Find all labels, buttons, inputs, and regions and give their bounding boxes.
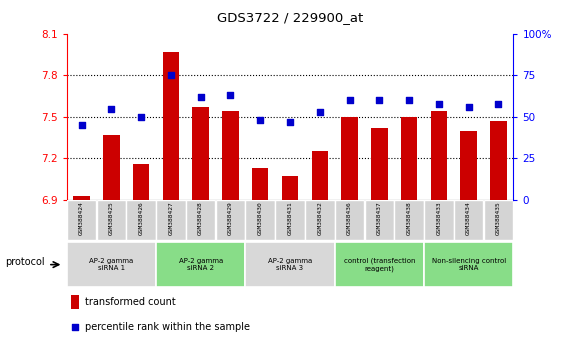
Point [404,97,414,103]
Bar [276,200,304,240]
Point [285,119,295,125]
Bar [163,52,179,200]
Bar [424,242,513,287]
Bar [126,200,156,240]
Point [345,97,354,103]
Text: GSM388433: GSM388433 [436,202,441,235]
Text: GSM388425: GSM388425 [109,202,114,235]
Point [107,105,116,111]
Text: GSM388424: GSM388424 [79,202,84,235]
Bar [245,242,335,287]
Text: GSM388430: GSM388430 [258,202,263,235]
Bar [424,200,454,240]
Point [464,104,473,110]
Bar [401,117,417,200]
Bar [71,295,79,309]
Text: AP-2 gamma
siRNA 3: AP-2 gamma siRNA 3 [268,258,312,272]
Text: transformed count: transformed count [85,297,175,307]
Text: control (transfection
reagent): control (transfection reagent) [343,257,415,272]
Bar [97,200,126,240]
Bar [74,196,90,200]
Text: GSM388431: GSM388431 [288,202,292,235]
Point [375,97,384,103]
Bar [156,200,186,240]
Bar [216,200,245,240]
Text: GDS3722 / 229900_at: GDS3722 / 229900_at [217,11,363,24]
Point [166,73,176,78]
Point [136,114,146,120]
Bar [67,200,96,240]
Text: GSM388436: GSM388436 [347,202,352,235]
Text: Non-silencing control
siRNA: Non-silencing control siRNA [432,258,506,272]
Text: GSM388438: GSM388438 [407,202,412,235]
Bar [484,200,513,240]
Bar [431,111,447,200]
Text: AP-2 gamma
siRNA 2: AP-2 gamma siRNA 2 [179,258,223,272]
Bar [103,135,119,200]
Bar [342,117,358,200]
Text: AP-2 gamma
siRNA 1: AP-2 gamma siRNA 1 [89,258,133,272]
Text: GSM388427: GSM388427 [168,202,173,235]
Text: GSM388428: GSM388428 [198,202,203,235]
Bar [193,107,209,200]
Point [77,122,86,128]
Text: GSM388437: GSM388437 [377,202,382,235]
Text: GSM388434: GSM388434 [466,202,471,235]
Text: GSM388432: GSM388432 [317,202,322,235]
Point [494,101,503,106]
Bar [311,152,328,200]
Bar [252,168,269,200]
Bar [490,121,506,200]
Bar [454,200,483,240]
Bar [245,200,275,240]
Text: GSM388429: GSM388429 [228,202,233,235]
Bar [222,111,238,200]
Bar [67,242,156,287]
Bar [305,200,335,240]
Bar [186,200,215,240]
Point [256,117,265,123]
Bar [335,200,364,240]
Bar [156,242,245,287]
Bar [133,164,149,200]
Point [196,94,205,100]
Bar [282,176,298,200]
Bar [371,128,387,200]
Point [71,324,80,330]
Bar [365,200,394,240]
Bar [394,200,424,240]
Point [226,92,235,98]
Point [315,109,324,115]
Text: GSM388435: GSM388435 [496,202,501,235]
Text: percentile rank within the sample: percentile rank within the sample [85,322,249,332]
Point [434,101,444,106]
Bar [461,131,477,200]
Text: GSM388426: GSM388426 [139,202,144,235]
Text: protocol: protocol [5,257,45,267]
Bar [335,242,424,287]
